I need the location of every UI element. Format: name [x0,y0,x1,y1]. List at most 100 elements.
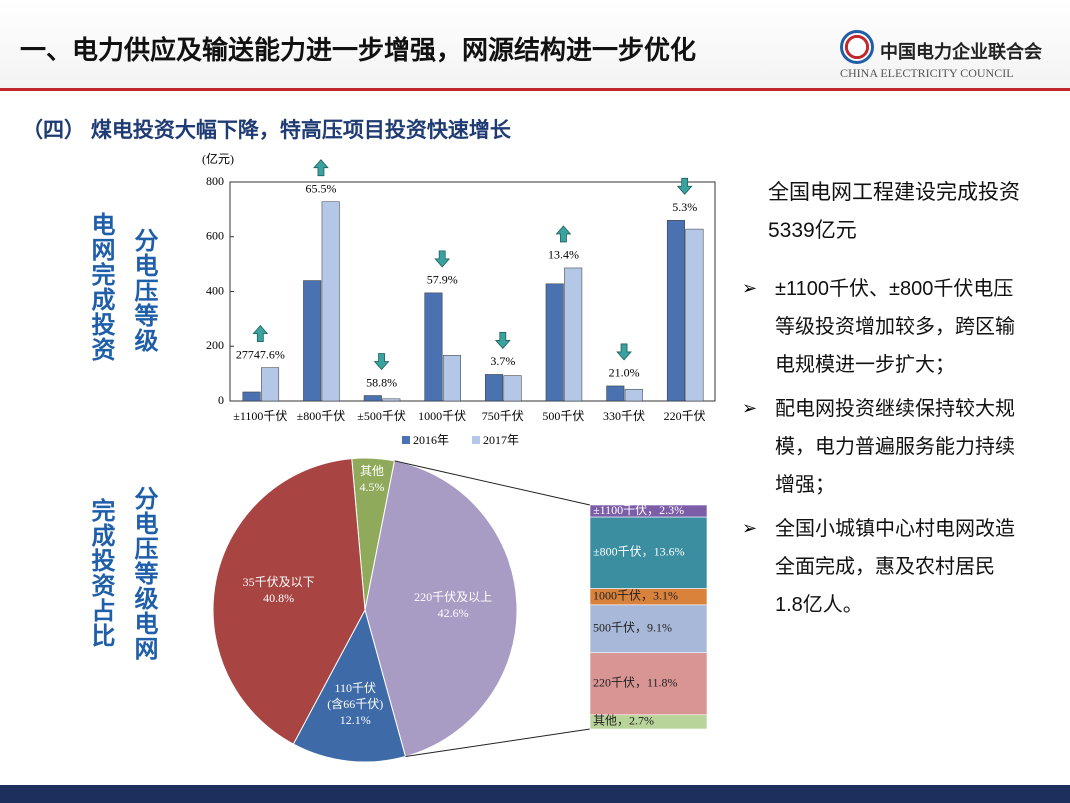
bullet-text: 配电网投资继续保持较大规模，电力普遍服务能力持续增强； [775,398,1015,496]
slice-value: 42.6% [437,605,469,620]
bar [242,391,261,402]
bullet-marker: ➢ [742,398,758,419]
pie-slice [292,608,407,763]
bullet-list: ➢ ±1100千伏、±800千伏电压等级投资增加较多，跨区输电规模进一步扩大； ➢ 配… [742,270,1032,630]
pie-label: 其他 4.5% [317,463,427,495]
bar [685,228,704,402]
x-tick-label: 500千伏 [542,409,584,423]
slice-value: 4.5% [359,479,385,494]
bar [303,280,322,402]
bar [442,355,461,402]
legend-swatch [402,436,410,444]
pie-slice [364,460,518,758]
x-tick-label: 220千伏 [664,409,706,423]
title: 一、电力供应及输送能力进一步增强，网源结构进一步优化 [20,35,697,65]
bar [545,283,564,402]
y-tick-label: 800 [206,174,224,188]
pie-label: 35千伏及以下 40.8% [224,574,334,606]
side-label: 完成投资占比 [87,498,114,648]
change-arrow [252,324,269,343]
slice-value: 12.1% [339,712,371,727]
change-label: 27747.6% [236,347,285,361]
bar [503,375,522,402]
change-arrow [434,250,451,268]
slice-name: 35千伏及以下 [242,575,315,590]
legend-swatch [472,436,480,444]
legend-label: 2016年 [413,433,449,447]
change-arrow [616,343,632,361]
y-tick-label: 400 [206,283,224,297]
bar [363,395,382,402]
change-label: 3.7% [490,354,515,368]
change-arrow [313,159,329,177]
change-label: 57.9% [427,273,458,287]
bullet-text: ±1100千伏、±800千伏电压等级投资增加较多，跨区输电规模进一步扩大； [775,278,1015,376]
x-tick-label: ±500千伏 [357,409,406,423]
stack-label: ±1100千伏，2.3% [593,503,684,517]
pie-slice [212,458,366,745]
stack-label: 其他，2.7% [593,714,654,728]
x-tick-label: 330千伏 [603,409,645,423]
bullet-item: ➢ ±1100千伏、±800千伏电压等级投资增加较多，跨区输电规模进一步扩大； [742,270,1032,384]
logo-cn: 中国电力企业联合会 [880,42,1042,62]
change-label: 13.4% [548,248,579,262]
stack-label: ±800千伏，13.6% [593,545,685,559]
bar [666,220,685,402]
bullet-item: ➢ 配电网投资继续保持较大规模，电力普遍服务能力持续增强； [742,390,1032,504]
side-label: 分电压等级 [130,228,157,353]
change-arrow [676,177,693,195]
legend-label: 2017年 [483,433,519,447]
x-tick-label: 1000千伏 [418,409,466,423]
connector [405,728,591,758]
x-tick-label: 750千伏 [482,409,524,423]
slice-name: 其他 [359,463,384,478]
stack-label: 220千伏，11.8% [593,676,678,690]
slice-name: 110千伏 (含66千伏) [327,680,384,711]
bar [261,367,280,402]
bar [624,388,643,402]
bullet-marker: ➢ [742,518,758,539]
change-arrow [373,353,390,371]
x-tick-label: ±1100千伏 [233,409,287,423]
bar [606,385,625,402]
y-tick-label: 200 [206,338,224,352]
y-tick-label: 600 [206,229,224,243]
side-label: 分电压等级电网 [130,486,157,661]
x-tick-label: ±800千伏 [297,409,346,423]
bullet-marker: ➢ [742,278,758,299]
pie-label: 110千伏 (含66千伏) 12.1% [300,680,410,728]
subtitle: （四） 煤电投资大幅下降，特高压项目投资快速增长 [22,119,511,142]
bar [564,267,583,402]
stack-segment [589,714,708,730]
slice-value: 40.8% [263,591,295,606]
change-label: 21.0% [609,366,640,380]
logo-en: CHINA ELECTRICITY COUNCIL [840,66,1014,80]
header-rule [0,88,1070,91]
pie-label: 220千伏及以上 42.6% [398,589,508,621]
bar [382,398,401,402]
bar [485,374,504,402]
summary: 全国电网工程建设完成投资5339亿元 [768,181,1020,242]
logo-emblem [840,30,874,64]
stack-label: 1000千伏，3.1% [593,589,678,603]
stack-label: 500千伏，9.1% [593,621,672,635]
change-label: 5.3% [672,200,697,214]
y-tick-label: 0 [218,393,224,407]
slice-name: 220千伏及以上 [414,589,493,604]
plot-frame [229,181,716,402]
change-label: 58.8% [366,375,397,389]
header-bg [0,0,1070,88]
change-arrow [555,225,572,243]
connector [394,460,591,506]
footer-bar [0,785,1070,803]
bar [321,201,340,402]
bar [424,292,443,402]
bullet-text: 全国小城镇中心村电网改造全面完成，惠及农村居民1.8亿人。 [775,518,1015,616]
side-label: 电网完成投资 [87,212,114,362]
stack-segment [589,516,708,589]
bullet-item: ➢ 全国小城镇中心村电网改造全面完成，惠及农村居民1.8亿人。 [742,510,1032,624]
change-label: 65.5% [305,181,336,195]
change-arrow [494,332,511,350]
